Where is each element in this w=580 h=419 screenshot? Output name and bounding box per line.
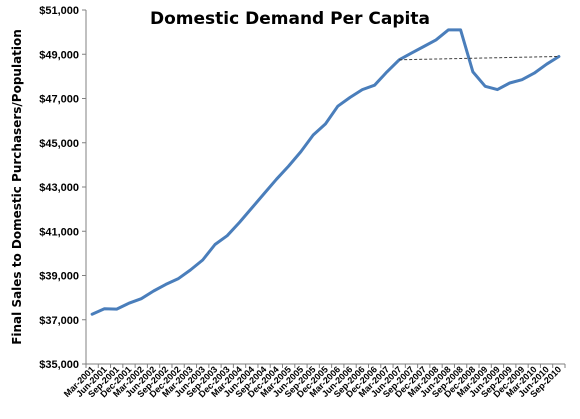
chart-title: Domestic Demand Per Capita <box>150 9 430 29</box>
y-tick-label: $37,000 <box>39 315 79 327</box>
y-tick-label: $51,000 <box>39 5 79 17</box>
y-tick-labels: $35,000 $37,000 $39,000 $41,000 $43,000 $45,0… <box>39 5 79 371</box>
y-tick-label: $35,000 <box>39 359 79 371</box>
series-group <box>90 28 561 316</box>
axes <box>82 9 566 368</box>
series-line-domestic-demand <box>90 28 561 316</box>
y-tick-label: $45,000 <box>39 138 79 150</box>
y-tick-label: $43,000 <box>39 182 79 194</box>
y-tick-label: $41,000 <box>39 226 79 238</box>
series-line-trend <box>399 55 559 61</box>
y-tick-label: $39,000 <box>39 271 79 283</box>
x-tick-labels: Mar-2001Jun-2001Sep-2001Dec-2001Mar-2002… <box>62 364 563 399</box>
y-tick-label: $47,000 <box>39 94 79 106</box>
y-axis-label: Final Sales to Domestic Purchasers/Popul… <box>10 29 24 345</box>
y-tick-label: $49,000 <box>39 49 79 61</box>
